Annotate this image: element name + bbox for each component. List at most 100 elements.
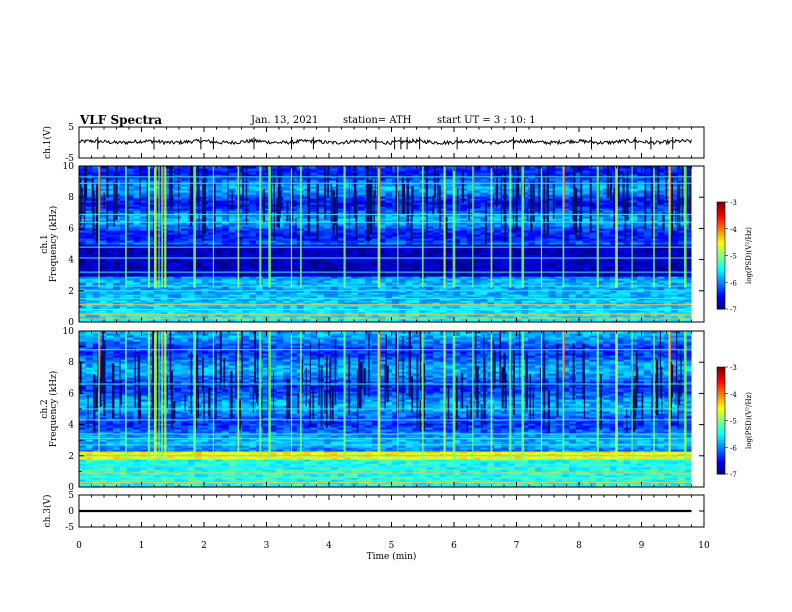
xtick-label-3: 3 bbox=[264, 541, 270, 551]
ch2_spectrogram-colorbar-step bbox=[717, 440, 725, 443]
ch2_spectrogram-colorbar-step bbox=[717, 454, 725, 457]
ch2_spectrogram-colorbar-step bbox=[717, 465, 725, 468]
ch2_spectrogram-colorbar-step bbox=[717, 384, 725, 388]
ch1_spectrogram-colorbar-step bbox=[717, 262, 725, 265]
ch2_spectrogram-colorbar-step bbox=[717, 388, 725, 391]
ch2_spectrogram-ytick-label-4: 8 bbox=[68, 358, 74, 368]
ch1_spectrogram-colorbar-step bbox=[717, 214, 725, 217]
ch2_spectrogram-blank bbox=[691, 331, 704, 487]
ch2_spectrogram-colorbar-step bbox=[717, 400, 725, 404]
ch1_waveform-ylabel: ch.1(V) bbox=[42, 126, 53, 159]
ch1_spectrogram-colorbar-step bbox=[717, 216, 725, 219]
ch2_spectrogram-image bbox=[79, 331, 704, 488]
ch1_spectrogram-ylabel-frequency: Frequency (kHz) bbox=[48, 206, 59, 283]
ch2_spectrogram-colorbar-step bbox=[717, 415, 725, 418]
ch1_spectrogram-colorbar-step bbox=[717, 239, 725, 242]
ch2_spectrogram-colorbar-label-1: -4 bbox=[730, 391, 737, 399]
ch1_spectrogram-colorbar-step bbox=[717, 305, 725, 308]
ch1_spectrogram-ytick-label-0: 0 bbox=[68, 318, 74, 328]
ch1_spectrogram-colorbar-step bbox=[717, 250, 725, 253]
ch1_spectrogram-colorbar-step bbox=[717, 257, 725, 260]
ch2_spectrogram-ytick-label-5: 10 bbox=[63, 327, 75, 337]
ch1_spectrogram-ytick-label-2: 4 bbox=[68, 256, 74, 266]
start-time-label: start UT = 3 : 10: 1 bbox=[437, 115, 536, 126]
ch1_spectrogram-colorbar-step bbox=[717, 269, 725, 273]
ch2_spectrogram-colorbar-step bbox=[717, 374, 725, 377]
ch2_spectrogram-colorbar-title: log(PSD)(V²/Hz) bbox=[745, 392, 753, 449]
ch2_spectrogram-colorbar-step bbox=[717, 472, 725, 475]
ch2_spectrogram-colorbar-step bbox=[717, 441, 725, 445]
ch1_spectrogram-colorbar-step bbox=[717, 244, 725, 248]
ch1_spectrogram-colorbar-step bbox=[717, 248, 725, 251]
ch1_spectrogram-colorbar-label-4: -7 bbox=[730, 306, 737, 314]
ch1_spectrogram-colorbar-step bbox=[717, 209, 725, 212]
ch1_spectrogram-colorbar-step bbox=[717, 218, 725, 221]
ch1_spectrogram-colorbar-step bbox=[717, 207, 725, 210]
ch1_spectrogram-colorbar-step bbox=[717, 292, 725, 296]
ch1_spectrogram-colorbar-title: log(PSD)(V²/Hz) bbox=[745, 227, 753, 284]
ch1_spectrogram-colorbar-step bbox=[717, 241, 725, 244]
ch1_spectrogram-colorbar-step bbox=[717, 301, 725, 305]
ch2_spectrogram-colorbar-step bbox=[717, 420, 725, 423]
ch1_spectrogram-colorbar-step bbox=[717, 291, 725, 294]
ch2_spectrogram-colorbar-step bbox=[717, 456, 725, 459]
ch2_spectrogram-colorbar-label-3: -6 bbox=[730, 444, 737, 452]
ch1_spectrogram-colorbar-step bbox=[717, 260, 725, 264]
ch2_spectrogram-colorbar-step bbox=[717, 399, 725, 402]
ch2_spectrogram-colorbar-label-4: -7 bbox=[730, 471, 737, 479]
ch2_spectrogram-colorbar-label-2: -5 bbox=[730, 418, 737, 426]
date-label: Jan. 13, 2021 bbox=[251, 115, 319, 126]
ch2_spectrogram-colorbar-step bbox=[717, 427, 725, 430]
ch2_spectrogram-colorbar-step bbox=[717, 436, 725, 439]
xtick-label-5: 5 bbox=[389, 541, 395, 551]
ch1_spectrogram-colorbar-step bbox=[717, 202, 725, 205]
ch1_spectrogram-ytick-label-4: 8 bbox=[68, 193, 74, 203]
ch1_spectrogram-colorbar-step bbox=[717, 203, 725, 207]
ch1_spectrogram-colorbar-step bbox=[717, 287, 725, 290]
ch1_spectrogram-colorbar-step bbox=[717, 275, 725, 278]
ch2_spectrogram-colorbar-step bbox=[717, 433, 725, 436]
ch2_spectrogram-colorbar-step bbox=[717, 466, 725, 470]
ch2_spectrogram-colorbar-step bbox=[717, 393, 725, 397]
ch1_spectrogram-colorbar-step bbox=[717, 264, 725, 267]
ch2_spectrogram-colorbar-step bbox=[717, 367, 725, 370]
ch1_spectrogram-colorbar-step bbox=[717, 266, 725, 269]
station-label: station= ATH bbox=[343, 115, 412, 126]
ch1_spectrogram-colorbar-step bbox=[717, 289, 725, 292]
ch1_spectrogram-colorbar-step bbox=[717, 223, 725, 226]
ch2_spectrogram-colorbar-step bbox=[717, 411, 725, 414]
ch1_spectrogram-colorbar-step bbox=[717, 273, 725, 276]
ch1_spectrogram-colorbar-step bbox=[717, 307, 725, 310]
ch1_spectrogram-colorbar-step bbox=[717, 232, 725, 235]
ch2_spectrogram-colorbar-label-0: -3 bbox=[730, 364, 737, 372]
ch3_waveform-ytick-label-2: -5 bbox=[65, 523, 74, 533]
ch2_spectrogram-colorbar-step bbox=[717, 383, 725, 386]
ch2_spectrogram-colorbar-step bbox=[717, 368, 725, 372]
ch2_spectrogram-colorbar-step bbox=[717, 463, 725, 466]
ch3_waveform-ylabel: ch.3(V) bbox=[42, 495, 53, 528]
ch1_spectrogram-ytick-label-5: 10 bbox=[63, 162, 75, 172]
ch1_spectrogram-colorbar-label-1: -4 bbox=[730, 226, 737, 234]
ch2_spectrogram-colorbar-step bbox=[717, 438, 725, 441]
ch1_spectrogram-colorbar-label-3: -6 bbox=[730, 279, 737, 287]
ch2_spectrogram-colorbar-step bbox=[717, 379, 725, 382]
ch2_spectrogram-colorbar-step bbox=[717, 461, 725, 464]
ch2_spectrogram-ylabel-frequency: Frequency (kHz) bbox=[48, 371, 59, 448]
ch1_spectrogram-colorbar-step bbox=[717, 253, 725, 256]
ch1_spectrogram-ytick-label-1: 2 bbox=[68, 287, 74, 297]
ch1_spectrogram-colorbar-step bbox=[717, 237, 725, 240]
ch1_spectrogram-colorbar-step bbox=[717, 300, 725, 303]
ch2_spectrogram-colorbar-step bbox=[717, 445, 725, 448]
ch2_spectrogram-colorbar-step bbox=[717, 413, 725, 416]
ch2_spectrogram-colorbar-step bbox=[717, 402, 725, 405]
ch3_waveform-trace bbox=[79, 509, 692, 513]
ch2_spectrogram-colorbar-step bbox=[717, 416, 725, 420]
ch2_spectrogram-colorbar-step bbox=[717, 447, 725, 450]
ch2_spectrogram-colorbar-step bbox=[717, 408, 725, 411]
xtick-label-2: 2 bbox=[201, 541, 207, 551]
ch1_spectrogram-colorbar-step bbox=[717, 294, 725, 297]
ch1_spectrogram-colorbar-step bbox=[717, 276, 725, 280]
ch2_spectrogram-colorbar-step bbox=[717, 397, 725, 400]
ch2_spectrogram-ytick-label-1: 2 bbox=[68, 452, 74, 462]
ch2_spectrogram-colorbar-step bbox=[717, 459, 725, 462]
